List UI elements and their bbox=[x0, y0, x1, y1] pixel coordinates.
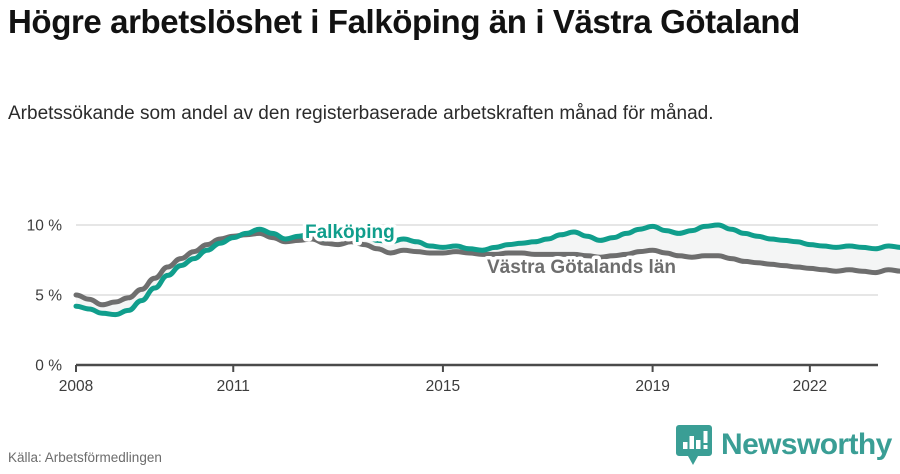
line-chart-svg: 2008 2011 2015 2019 2022 0 % 5 % 10 % Falköpin… bbox=[27, 218, 900, 395]
series-line bbox=[73, 222, 900, 318]
gridlines bbox=[76, 224, 878, 296]
x-axis-tick-label: 2019 bbox=[635, 378, 669, 395]
series-inline-label: Falköping bbox=[305, 222, 395, 243]
x-axis-tick-label: 2015 bbox=[426, 378, 460, 395]
x-axis bbox=[75, 363, 878, 372]
series-inline-label-halo: Västra Götalands län bbox=[487, 257, 676, 278]
y-axis-tick-label: 0 % bbox=[35, 358, 62, 375]
y-axis-tick-label: 10 % bbox=[27, 218, 63, 235]
x-axis-tick-label: 2008 bbox=[59, 378, 93, 395]
x-axis-tick-label: 2022 bbox=[793, 378, 827, 395]
series-inline-label: Västra Götalands län bbox=[487, 257, 676, 278]
series-gap-band bbox=[76, 225, 900, 315]
chart-plot-area: 2008 2011 2015 2019 2022 0 % 5 % 10 % Falköpin… bbox=[0, 190, 900, 400]
source-caption: Källa: Arbetsförmedlingen bbox=[8, 450, 162, 465]
series-inline-label-halo: Falköping bbox=[305, 222, 395, 243]
series-line bbox=[73, 230, 900, 308]
newsworthy-logo: Newsworthy bbox=[676, 424, 892, 466]
series-lines bbox=[73, 222, 900, 318]
x-axis-tick-label: 2011 bbox=[217, 378, 250, 395]
y-axis-tick-labels: 0 % 5 % 10 % bbox=[27, 218, 63, 375]
x-axis-tick-labels: 2008 2011 2015 2019 2022 bbox=[59, 378, 827, 395]
newsworthy-wordmark: Newsworthy bbox=[721, 428, 892, 461]
speech-bubble-bar-chart-icon bbox=[676, 425, 712, 465]
series-gap-band-shape bbox=[76, 225, 900, 315]
y-axis-tick-label: 5 % bbox=[35, 288, 62, 305]
page-subtitle: Arbetssökande som andel av den registerb… bbox=[8, 103, 714, 124]
page-title: Högre arbetslöshet i Falköping än i Väst… bbox=[8, 3, 800, 40]
